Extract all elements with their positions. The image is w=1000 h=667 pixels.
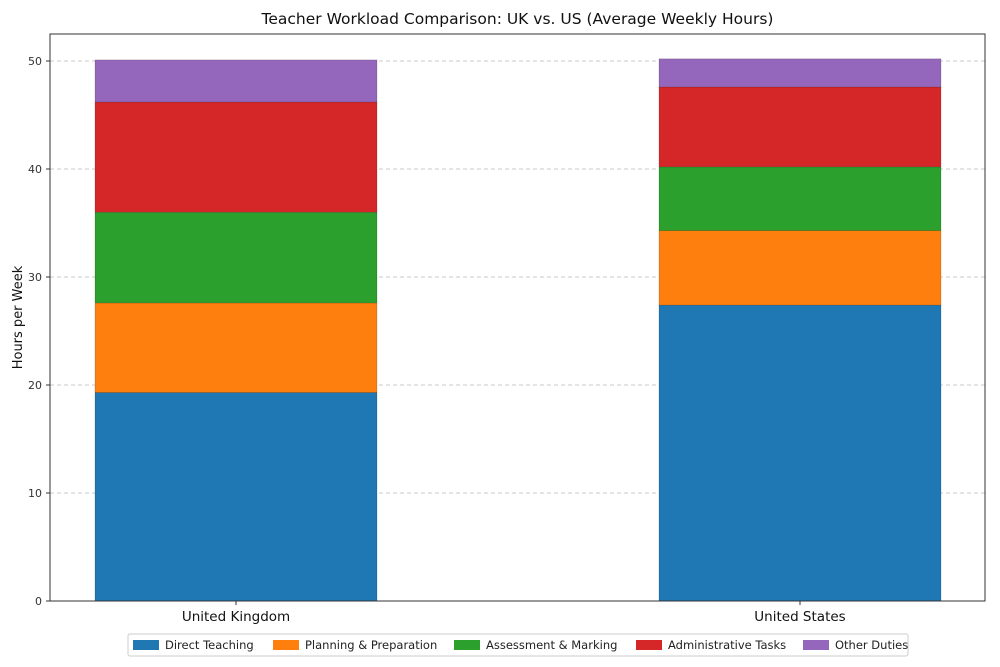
- y-ticks: 0 10 20 30 40 50: [28, 55, 50, 608]
- x-tick-label: United States: [754, 609, 845, 625]
- y-tick-label: 40: [28, 163, 42, 176]
- legend-label: Assessment & Marking: [486, 638, 617, 652]
- y-tick-label: 20: [28, 379, 42, 392]
- bar-segment-united-states-direct-teaching: [658, 304, 942, 602]
- bar-segment-united-kingdom-planning-preparation: [94, 302, 378, 393]
- legend-frame: [127, 633, 909, 657]
- axes: [49, 33, 986, 602]
- legend-swatch: [273, 640, 299, 650]
- legend-label: Planning & Preparation: [305, 638, 437, 652]
- legend-swatch: [133, 640, 159, 650]
- plot-frame: [49, 33, 986, 602]
- bar-segment-united-kingdom-administrative-tasks: [94, 101, 378, 213]
- y-tick-label: 0: [35, 595, 42, 608]
- legend-label: Administrative Tasks: [668, 638, 786, 652]
- y-tick-label: 10: [28, 487, 42, 500]
- x-ticks: United Kingdom United States: [182, 601, 846, 625]
- legend-swatch: [803, 640, 829, 650]
- bar-segment-united-kingdom-assessment-marking: [94, 211, 378, 304]
- legend-label: Direct Teaching: [165, 638, 254, 652]
- legend-label: Other Duties: [835, 638, 908, 652]
- y-tick-label: 50: [28, 55, 42, 68]
- legend-swatch: [454, 640, 480, 650]
- bar-segment-united-states-planning-preparation: [658, 230, 942, 306]
- legend: Direct Teaching Planning & Preparation Ass…: [127, 633, 909, 657]
- bars: [94, 58, 942, 602]
- x-tick-label: United Kingdom: [182, 609, 290, 625]
- bar-segment-united-states-other-duties: [658, 58, 942, 88]
- bar-segment-united-states-assessment-marking: [658, 166, 942, 231]
- legend-swatch: [636, 640, 662, 650]
- bar-segment-united-kingdom-other-duties: [94, 59, 378, 103]
- chart-title: Teacher Workload Comparison: UK vs. US (…: [261, 10, 774, 28]
- y-tick-label: 30: [28, 271, 42, 284]
- bar-segment-united-kingdom-direct-teaching: [94, 392, 378, 602]
- y-axis-label: Hours per Week: [11, 265, 26, 369]
- bar-segment-united-states-administrative-tasks: [658, 86, 942, 168]
